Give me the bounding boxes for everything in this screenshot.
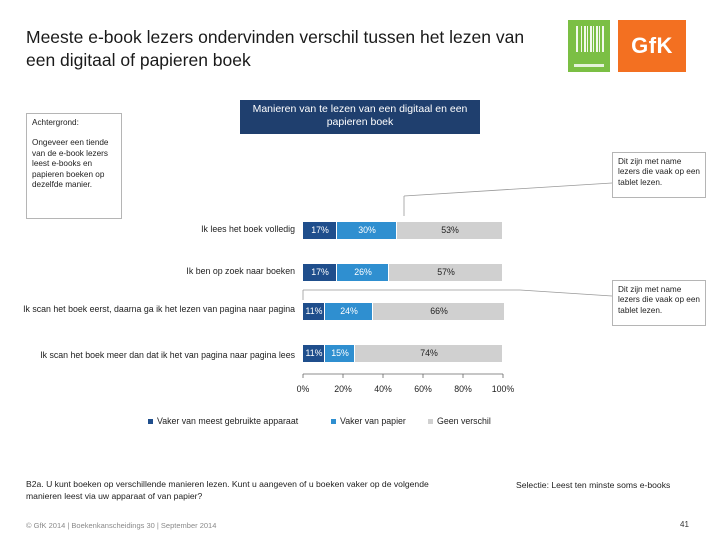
bar-geen-verschil-4 bbox=[355, 345, 502, 362]
x-tick-label-1: 20% bbox=[334, 384, 352, 394]
x-tick-label-0: 0% bbox=[296, 384, 310, 394]
x-tick-label-5: 100% bbox=[491, 384, 515, 394]
bar-geen-verschil-3 bbox=[373, 303, 504, 320]
legend-label-apparaat: Vaker van meest gebruikte apparaat bbox=[157, 416, 299, 426]
legend-swatch-papier bbox=[331, 418, 336, 424]
chart-title: Manieren van te lezen van een digitaal e… bbox=[240, 100, 480, 134]
bar-apparaat-1 bbox=[303, 222, 336, 239]
category-label-3: Ik scan het boek eerst, daarna ga ik het… bbox=[23, 304, 295, 314]
legend-item-papier: Vaker van papier bbox=[331, 416, 406, 426]
data-label-apparaat-2: 17% bbox=[311, 267, 329, 277]
legend-label-geen-verschil: Geen verschil bbox=[437, 416, 491, 426]
data-label-geen-verschil-4: 74% bbox=[420, 348, 438, 358]
bar-apparaat-3 bbox=[303, 303, 324, 320]
brand-logo-green bbox=[568, 20, 610, 72]
bar-papier-1 bbox=[337, 222, 396, 239]
footer-text: © GfK 2014 | Boekenkanscheidings 30 | Se… bbox=[26, 521, 217, 530]
bar-geen-verschil-2 bbox=[389, 264, 502, 281]
data-label-apparaat-3: 11% bbox=[305, 306, 323, 316]
data-label-geen-verschil-3: 66% bbox=[430, 306, 448, 316]
page-title: Meeste e-book lezers ondervinden verschi… bbox=[26, 27, 525, 70]
barcode-icon bbox=[581, 26, 605, 52]
legend-item-geen-verschil: Geen verschil bbox=[428, 416, 491, 426]
callout-connector-2 bbox=[519, 289, 613, 297]
legend-swatch-geen-verschil bbox=[428, 418, 433, 424]
data-label-papier-3: 24% bbox=[340, 306, 358, 316]
callout-box-1: Dit zijn met name lezers die vaak op een… bbox=[612, 152, 706, 198]
legend-swatch-apparaat bbox=[148, 418, 153, 424]
category-label-2: Ik ben op zoek naar boeken bbox=[186, 266, 295, 276]
gfk-logo: GfK bbox=[618, 20, 686, 72]
bar-apparaat-2 bbox=[303, 264, 336, 281]
category-label-4: Ik scan het boek meer dan dat ik het van… bbox=[40, 350, 295, 360]
callout-box-2: Dit zijn met name lezers die vaak op een… bbox=[612, 280, 706, 326]
question-text: B2a. U kunt boeken op verschillende mani… bbox=[26, 479, 429, 501]
legend-label-papier: Vaker van papier bbox=[340, 416, 406, 426]
data-label-geen-verschil-2: 57% bbox=[437, 267, 455, 277]
data-label-papier-1: 30% bbox=[358, 225, 376, 235]
page-number: 41 bbox=[680, 520, 689, 529]
x-tick-label-3: 60% bbox=[414, 384, 432, 394]
background-label: Achtergrond: bbox=[32, 118, 79, 127]
data-label-apparaat-4: 11% bbox=[305, 348, 323, 358]
bar-papier-3 bbox=[325, 303, 372, 320]
x-tick-label-2: 40% bbox=[374, 384, 392, 394]
bar-apparaat-4 bbox=[303, 345, 324, 362]
data-label-papier-2: 26% bbox=[354, 267, 372, 277]
logo-stripe-icon bbox=[576, 26, 578, 52]
bar-geen-verschil-1 bbox=[397, 222, 502, 239]
bar-papier-2 bbox=[337, 264, 388, 281]
bar-papier-4 bbox=[325, 345, 354, 362]
background-box: Achtergrond: Ongeveer een tiende van de … bbox=[26, 113, 122, 219]
background-text: Ongeveer een tiende van de e-book lezers… bbox=[32, 138, 109, 190]
selection-text: Selectie: Leest ten minste soms e-books bbox=[516, 480, 671, 490]
logo-underline-icon bbox=[574, 64, 604, 67]
callout-connector-1 bbox=[403, 182, 613, 197]
category-label-1: Ik lees het boek volledig bbox=[201, 224, 295, 234]
data-label-papier-4: 15% bbox=[331, 348, 349, 358]
x-tick-label-4: 80% bbox=[454, 384, 472, 394]
data-label-geen-verschil-1: 53% bbox=[441, 225, 459, 235]
chart-legend: Vaker van meest gebruikte apparaat Vaker… bbox=[148, 416, 508, 430]
legend-item-apparaat: Vaker van meest gebruikte apparaat bbox=[148, 416, 298, 426]
data-label-apparaat-1: 17% bbox=[311, 225, 329, 235]
